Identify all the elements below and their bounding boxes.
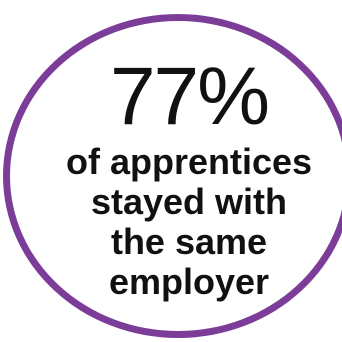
- stat-caption-line: the same: [110, 221, 268, 262]
- stat-caption-line: employer: [108, 261, 270, 302]
- circle-ring: [3, 14, 342, 338]
- stat-caption-line: stayed with: [90, 181, 288, 222]
- stat-value: 77%: [109, 51, 270, 142]
- stat-block: 77% of apprentices stayed with the same …: [44, 56, 334, 302]
- stat-caption: of apprentices stayed with the same empl…: [44, 142, 334, 302]
- stat-caption-line: of apprentices: [65, 141, 313, 182]
